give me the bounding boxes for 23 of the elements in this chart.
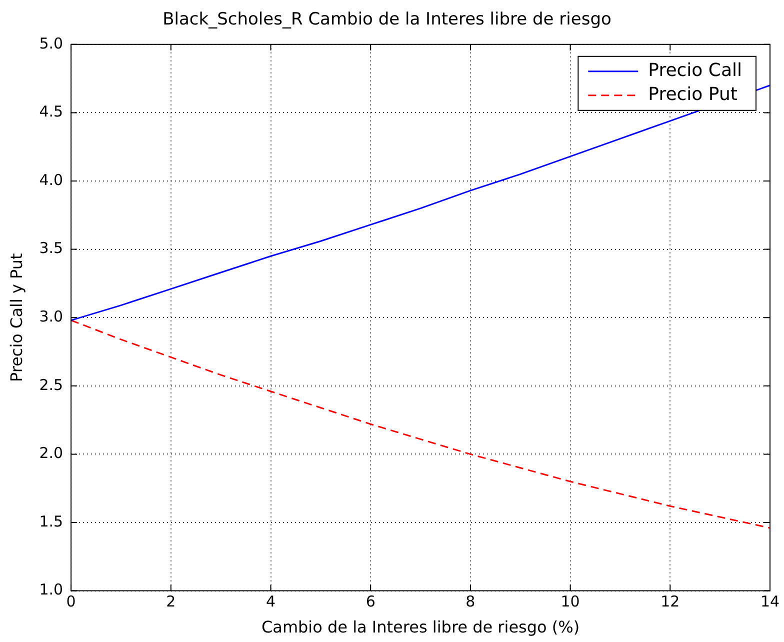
legend-label: Precio Put <box>648 84 738 106</box>
line-series <box>71 320 770 529</box>
y-axis-title: Precio Call y Put <box>6 253 26 382</box>
y-tick-label: 4.5 <box>39 102 64 121</box>
y-tick-label: 3.0 <box>39 307 64 326</box>
y-tick-label: 3.5 <box>39 239 64 258</box>
y-tick-label: 4.0 <box>39 170 64 189</box>
x-tick-label: 6 <box>366 592 376 611</box>
x-tick-label: 14 <box>760 592 780 611</box>
x-tick-label: 8 <box>466 592 476 611</box>
y-tick-label: 5.0 <box>39 34 64 52</box>
y-tick-label: 1.0 <box>39 580 64 599</box>
y-tick-label: 1.5 <box>39 512 64 530</box>
x-axis-title: Cambio de la Interes libre de riesgo (%) <box>261 618 580 637</box>
x-tick-label: 2 <box>166 592 176 611</box>
x-tick-label: 10 <box>560 592 580 611</box>
chart-title: Black_Scholes_R Cambio de la Interes libre de riesgo <box>162 10 612 30</box>
x-tick-label: 0 <box>66 592 76 611</box>
x-tick-label: 4 <box>266 592 276 611</box>
y-tick-label: 2.0 <box>39 444 64 462</box>
x-tick-label: 12 <box>660 592 680 611</box>
legend-label: Precio Call <box>648 60 742 82</box>
y-tick-label: 2.5 <box>39 376 64 394</box>
